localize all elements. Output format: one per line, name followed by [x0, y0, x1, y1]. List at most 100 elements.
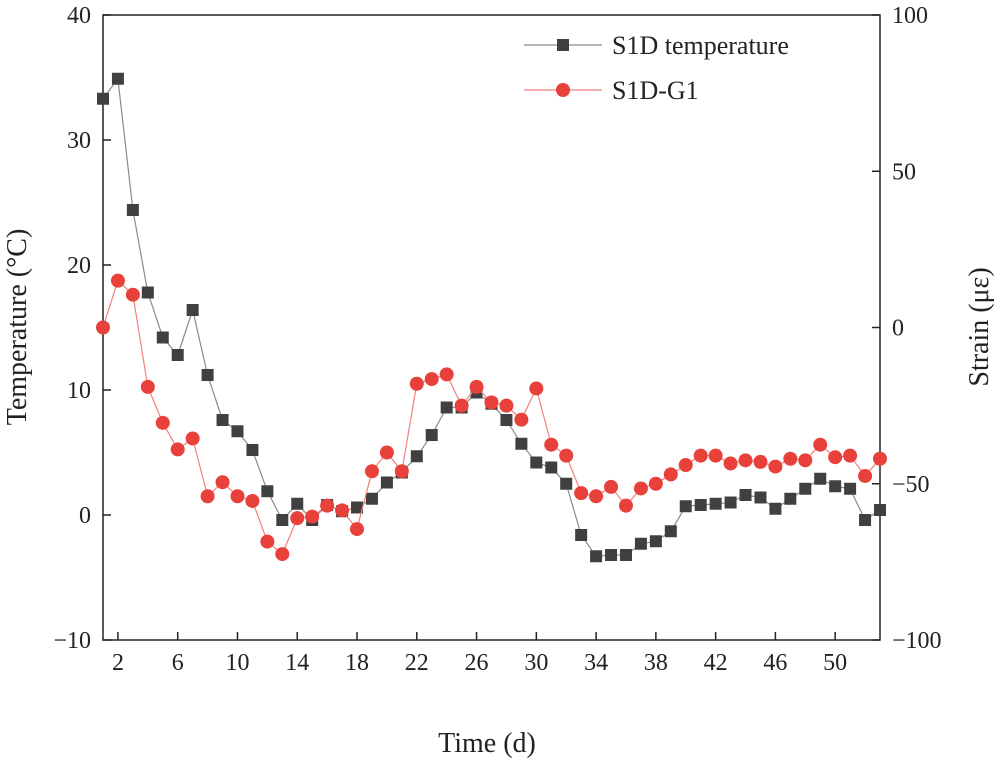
strain-point: [320, 498, 335, 513]
strain-point: [140, 379, 155, 394]
strain-point: [350, 522, 365, 537]
temperature-point: [784, 492, 797, 505]
temperature-point: [410, 450, 423, 463]
strain-point: [589, 489, 604, 504]
strain-point: [678, 458, 693, 472]
temperature-point: [216, 414, 229, 426]
strain-point: [648, 476, 663, 491]
strain-point: [529, 381, 544, 396]
strain-point: [484, 395, 499, 410]
strain-point: [110, 273, 125, 288]
strain-point: [394, 464, 409, 479]
temperature-point: [261, 485, 274, 498]
strain-point: [544, 437, 559, 452]
x-tick-label: 42: [704, 650, 728, 676]
strain-point: [185, 431, 200, 446]
temperature-point: [874, 504, 886, 516]
strain-point: [215, 475, 230, 490]
legend-marker-strain: [556, 83, 570, 97]
temperature-point: [515, 437, 528, 450]
y2-tick-label: −50: [892, 472, 930, 498]
temperature-point: [201, 369, 214, 381]
temperature-point: [619, 549, 632, 561]
y-tick-label: 30: [67, 128, 91, 154]
legend-marker-temperature: [557, 39, 569, 51]
temperature-point: [126, 204, 139, 216]
strain-point: [633, 481, 648, 496]
x-tick-label: 50: [823, 650, 847, 676]
temperature-point: [97, 92, 109, 105]
temperature-point: [500, 414, 513, 426]
strain-point: [305, 509, 320, 524]
strain-point: [813, 437, 828, 452]
strain-point: [723, 456, 738, 471]
plot-frame: [102, 14, 881, 641]
temperature-point: [425, 429, 438, 441]
strain-point: [693, 448, 708, 463]
x-tick-label: 38: [644, 650, 668, 676]
strain-point: [454, 398, 469, 413]
temperature-point: [141, 286, 154, 299]
temperature-point: [560, 477, 573, 490]
legend: S1D temperature S1D-G1: [524, 31, 789, 105]
strain-point: [604, 479, 619, 494]
strain-point: [424, 372, 439, 387]
strain-point: [245, 493, 260, 508]
y-tick-label: 40: [67, 3, 91, 29]
strain-point: [335, 503, 350, 518]
strain-point: [364, 464, 379, 479]
strain-point: [230, 489, 245, 504]
temperature-point: [351, 501, 364, 514]
strain-point: [170, 442, 185, 457]
strain-point: [96, 320, 110, 335]
strain-point: [768, 459, 783, 474]
temperature-point: [754, 491, 767, 504]
strain-point: [379, 445, 394, 460]
temperature-point: [530, 456, 543, 469]
temperature-point: [664, 525, 677, 538]
temperature-point: [814, 472, 827, 485]
strain-point: [753, 454, 768, 469]
x-tick-label: 46: [763, 650, 787, 676]
strain-point: [574, 486, 589, 501]
y-axis-ticks: −10 0 10 20 30 40: [53, 3, 111, 654]
y-axis-title: Temperature (°C): [2, 229, 33, 426]
y-tick-label: 10: [67, 378, 91, 404]
strain-point: [260, 534, 275, 549]
temperature-point: [844, 482, 857, 495]
strain-point: [439, 367, 454, 382]
strain-point: [798, 453, 813, 468]
x-axis-ticks: 2 6 10 14 18 22 26 30 34 38 42 46 50: [112, 632, 847, 676]
strain-point: [783, 451, 798, 466]
temperature-point: [171, 349, 184, 361]
y-tick-label: 20: [67, 253, 91, 279]
strain-point: [514, 412, 529, 427]
x-tick-label: 30: [524, 650, 548, 676]
legend-label-strain: S1D-G1: [612, 76, 699, 105]
x-tick-label: 26: [465, 650, 489, 676]
series-strain: [96, 273, 887, 562]
temperature-point: [111, 72, 124, 85]
temperature-point: [575, 529, 588, 541]
strain-point: [858, 468, 873, 483]
strain-point: [275, 547, 290, 562]
temperature-point: [186, 304, 199, 316]
y2-tick-label: 0: [892, 316, 904, 342]
temperature-point: [724, 496, 737, 509]
temperature-point: [739, 489, 752, 501]
strain-point: [409, 376, 424, 391]
y2-axis-ticks: −100 −50 0 50 100: [872, 3, 942, 654]
x-tick-label: 18: [345, 650, 369, 676]
series-layer: [96, 72, 887, 563]
temperature-point: [649, 535, 662, 548]
strain-point: [738, 453, 753, 468]
strain-point: [155, 415, 170, 430]
temperature-point: [694, 499, 707, 511]
y2-tick-label: 100: [892, 3, 928, 29]
y-tick-label: 0: [79, 503, 91, 529]
strain-point: [200, 489, 215, 504]
strain-point: [290, 511, 305, 526]
y2-tick-label: −100: [892, 628, 942, 654]
x-tick-label: 2: [112, 650, 124, 676]
temperature-point: [276, 514, 289, 526]
